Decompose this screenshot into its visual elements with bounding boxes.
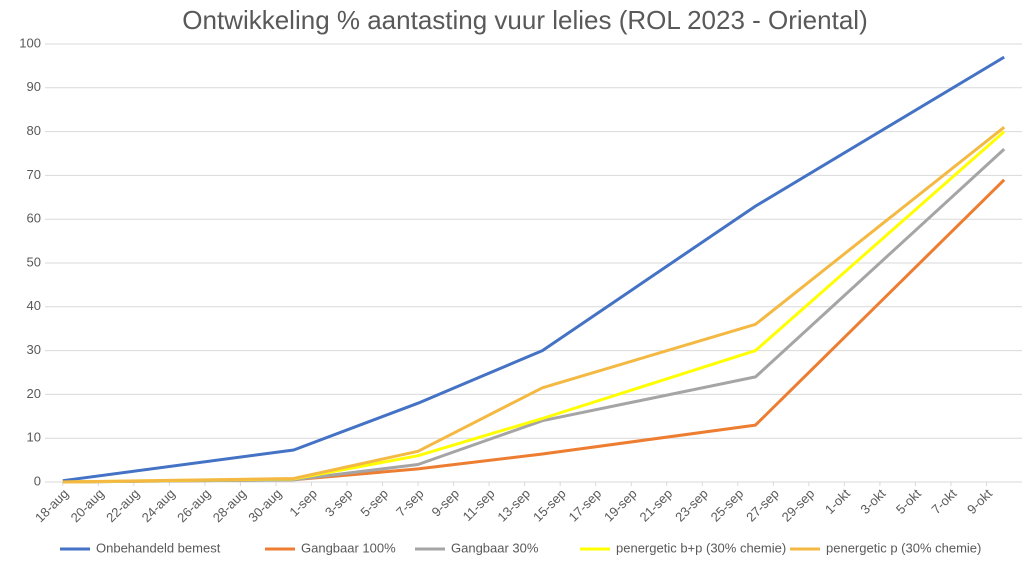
x-tick-label: 19-sep bbox=[601, 486, 640, 525]
y-tick-label: 20 bbox=[27, 386, 41, 401]
y-tick-label: 80 bbox=[27, 123, 41, 138]
legend-label: Onbehandeld bemest bbox=[96, 540, 221, 555]
y-tick-label: 10 bbox=[27, 430, 41, 445]
legend-label: penergetic b+p (30% chemie) bbox=[616, 540, 786, 555]
series-line bbox=[62, 147, 1006, 484]
x-tick-label: 1-sep bbox=[286, 486, 320, 520]
x-tick-label: 9-sep bbox=[429, 486, 463, 520]
x-tick-label: 3-okt bbox=[857, 486, 888, 517]
x-tick-label: 20-aug bbox=[68, 486, 107, 525]
y-tick-label: 50 bbox=[27, 254, 41, 269]
y-tick-label: 60 bbox=[27, 211, 41, 226]
legend-label: Gangbaar 100% bbox=[301, 540, 396, 555]
x-tick-label: 25-sep bbox=[708, 486, 747, 525]
x-tick-label: 15-sep bbox=[530, 486, 569, 525]
x-tick-label: 23-sep bbox=[672, 486, 711, 525]
x-tick-label: 1-okt bbox=[822, 486, 853, 517]
x-tick-label: 26-aug bbox=[174, 486, 213, 525]
y-tick-label: 90 bbox=[27, 79, 41, 94]
x-tick-label: 13-sep bbox=[494, 486, 533, 525]
y-tick-label: 0 bbox=[34, 473, 41, 488]
x-tick-label: 22-aug bbox=[103, 486, 142, 525]
series-line bbox=[62, 126, 1006, 484]
x-tick-label: 7-sep bbox=[393, 486, 427, 520]
x-tick-label: 28-aug bbox=[210, 486, 249, 525]
legend-label: penergetic p (30% chemie) bbox=[826, 540, 981, 555]
y-tick-label: 70 bbox=[27, 167, 41, 182]
y-tick-label: 40 bbox=[27, 298, 41, 313]
x-tick-label: 11-sep bbox=[460, 486, 498, 524]
x-tick-label: 18-aug bbox=[32, 486, 71, 525]
y-tick-label: 100 bbox=[19, 35, 41, 50]
legend-label: Gangbaar 30% bbox=[451, 540, 539, 555]
x-tick-label: 24-aug bbox=[139, 486, 178, 525]
x-tick-label: 17-sep bbox=[566, 486, 605, 525]
series-line bbox=[62, 178, 1006, 484]
x-tick-label: 5-okt bbox=[893, 486, 924, 517]
x-tick-label: 5-sep bbox=[357, 486, 391, 520]
x-tick-label: 7-okt bbox=[928, 486, 959, 517]
y-tick-label: 30 bbox=[27, 342, 41, 357]
x-tick-label: 9-okt bbox=[964, 486, 995, 517]
series-line bbox=[62, 55, 1005, 483]
x-tick-label: 29-sep bbox=[779, 486, 818, 525]
chart-title: Ontwikkeling % aantasting vuur lelies (R… bbox=[182, 5, 867, 35]
x-tick-label: 3-sep bbox=[322, 486, 356, 520]
x-tick-label: 27-sep bbox=[743, 486, 782, 525]
x-tick-label: 21-sep bbox=[637, 486, 676, 525]
x-tick-label: 30-aug bbox=[245, 486, 284, 525]
